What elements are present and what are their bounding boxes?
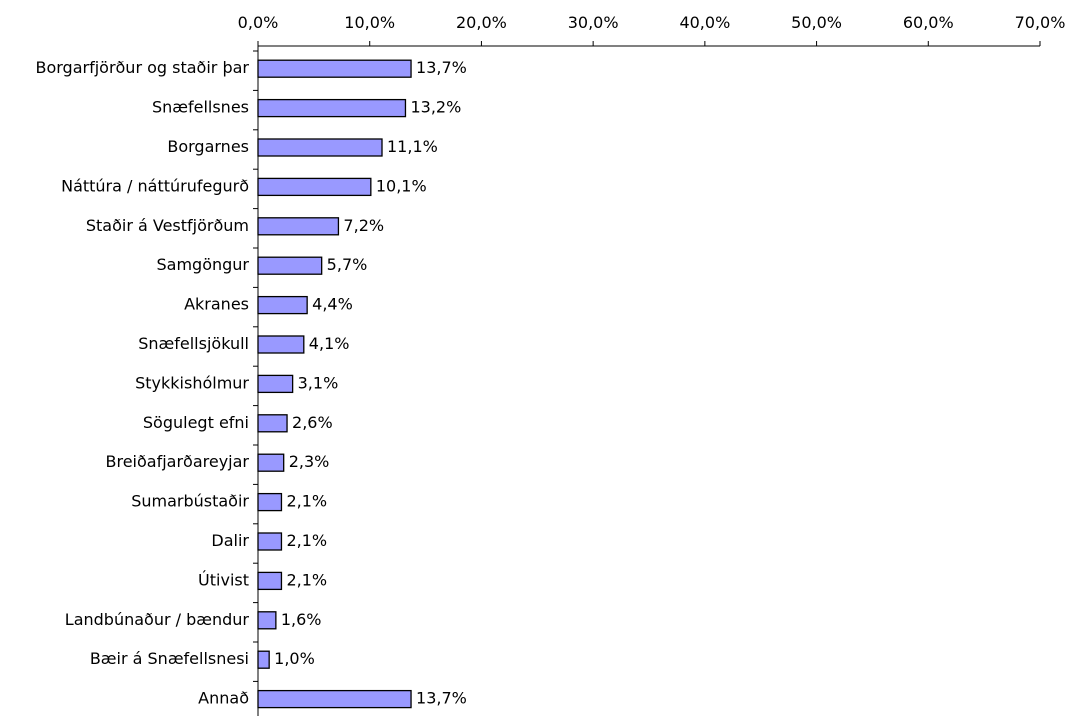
bar <box>257 492 283 512</box>
bar <box>257 138 383 157</box>
bar <box>257 650 270 669</box>
bar <box>257 414 288 433</box>
category-label: Stykkishólmur <box>135 373 249 392</box>
category-label: Snæfellsnes <box>152 98 249 117</box>
category-label: Annað <box>198 689 249 708</box>
x-tick-label: 0,0% <box>238 13 279 32</box>
bar <box>257 374 294 394</box>
data-label: 13,2% <box>410 98 461 117</box>
data-label: 4,4% <box>312 295 353 314</box>
category-label: Náttúra / náttúrufegurð <box>61 176 249 195</box>
category-label: Akranes <box>184 295 249 314</box>
bar <box>257 611 277 630</box>
y-axis: Borgarfjörður og staðir þar Snæfellsnes Bo… <box>35 46 259 716</box>
data-label: 10,1% <box>376 176 427 195</box>
data-label: 13,7% <box>416 689 467 708</box>
category-label: Samgöngur <box>156 255 249 274</box>
x-tick-label: 20,0% <box>456 13 507 32</box>
bar <box>257 571 283 591</box>
bar <box>257 256 323 275</box>
data-label: 2,1% <box>286 570 327 589</box>
category-label: Bæir á Snæfellsnesi <box>90 649 249 668</box>
bar <box>257 98 407 118</box>
category-label: Útivist <box>198 570 249 589</box>
x-tick-label: 70,0% <box>1015 13 1066 32</box>
data-label: 5,7% <box>327 255 368 274</box>
bar <box>257 295 308 315</box>
x-tick-label: 40,0% <box>679 13 730 32</box>
bar <box>257 532 283 551</box>
bar <box>257 689 412 709</box>
bars: 13,7% 13,2% 11,1% 10,1% 7,2% 5,7% 4,4% 4,1% 3,1%… <box>257 58 467 709</box>
bar <box>257 335 305 354</box>
category-label: Landbúnaður / bændur <box>65 610 250 629</box>
x-axis: 0,0% 10,0% 20,0% 30,0% 40,0% 50,0% 60,0% 70,0% <box>238 13 1066 47</box>
data-label: 2,3% <box>289 452 330 471</box>
bar <box>257 217 340 236</box>
category-label: Snæfellsjökull <box>138 334 249 353</box>
x-tick-label: 30,0% <box>568 13 619 32</box>
category-label: Staðir á Vestfjörðum <box>86 216 249 235</box>
data-label: 7,2% <box>343 216 384 235</box>
category-label: Borgarnes <box>167 137 249 156</box>
category-label: Sögulegt efni <box>143 413 249 432</box>
x-tick-label: 50,0% <box>791 13 842 32</box>
bar <box>257 177 372 197</box>
data-label: 13,7% <box>416 58 467 77</box>
bar <box>257 453 285 472</box>
data-label: 1,0% <box>274 649 315 668</box>
data-label: 3,1% <box>298 373 339 392</box>
bar <box>257 59 412 78</box>
x-tick-label: 60,0% <box>903 13 954 32</box>
category-label: Breiðafjarðareyjar <box>105 452 249 471</box>
data-label: 11,1% <box>387 137 438 156</box>
data-label: 1,6% <box>281 610 322 629</box>
x-tick-label: 10,0% <box>344 13 395 32</box>
category-label: Dalir <box>211 531 249 550</box>
data-label: 2,6% <box>292 413 333 432</box>
data-label: 2,1% <box>286 492 327 511</box>
category-label: Sumarbústaðir <box>131 492 249 511</box>
data-label: 4,1% <box>309 334 350 353</box>
data-label: 2,1% <box>286 531 327 550</box>
category-label: Borgarfjörður og staðir þar <box>35 58 249 77</box>
